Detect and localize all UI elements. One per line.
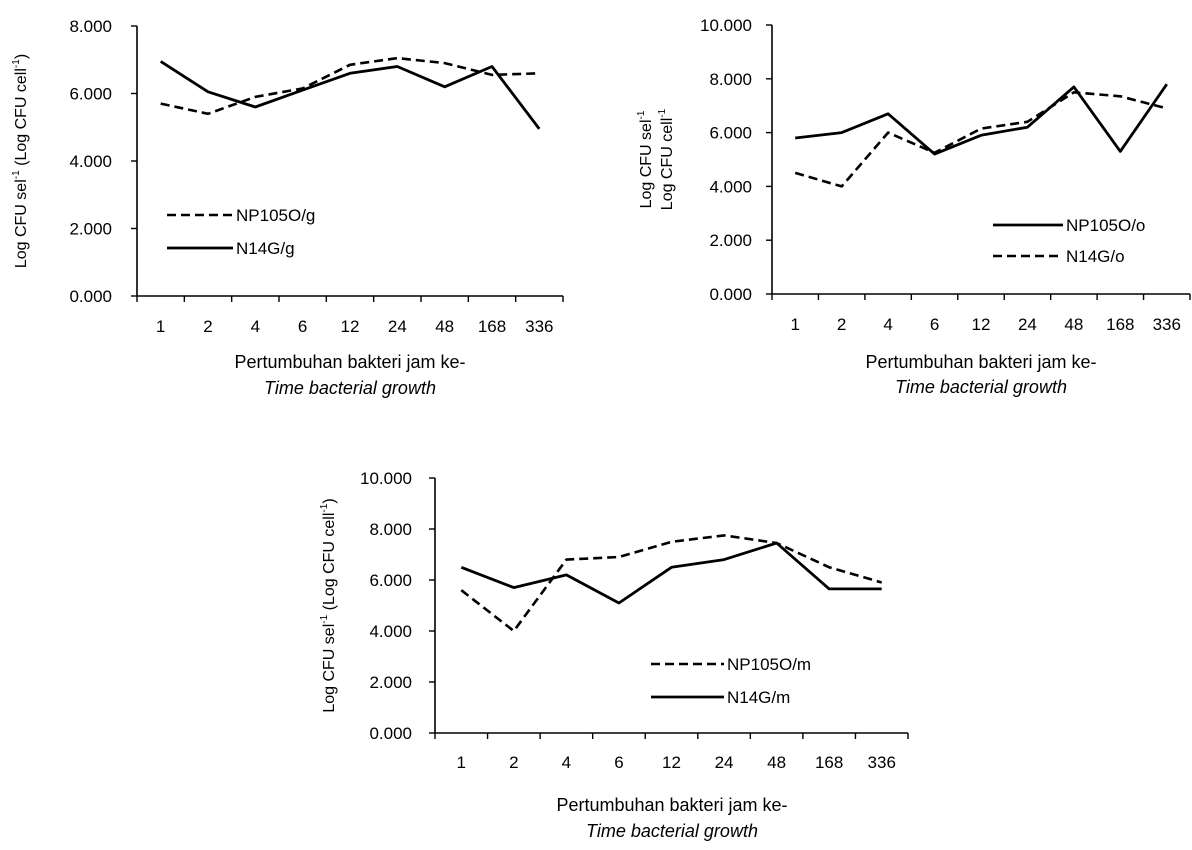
x-tick-label: 12 bbox=[341, 317, 360, 336]
y-tick-label: 8.000 bbox=[709, 70, 752, 89]
x-tick-label: 168 bbox=[815, 753, 843, 772]
legend-label: N14G/m bbox=[727, 688, 790, 707]
series-line-np105o-m bbox=[460, 534, 883, 633]
y-axis-title-part: Log CFU cell bbox=[659, 118, 676, 210]
legend-label: N14G/o bbox=[1066, 247, 1125, 266]
x-tick-label: 2 bbox=[509, 753, 518, 772]
x-tick-label: 1 bbox=[156, 317, 165, 336]
x-axis-subtitle: Time bacterial growth bbox=[586, 821, 758, 841]
x-tick-label: 336 bbox=[525, 317, 553, 336]
x-tick-label: 48 bbox=[435, 317, 454, 336]
y-axis-title-part: (Log CFU cell bbox=[321, 513, 338, 615]
x-tick-label: 168 bbox=[1106, 315, 1134, 334]
y-axis-title-part: (Log CFU cell bbox=[13, 68, 30, 170]
x-tick-label: 1 bbox=[790, 315, 799, 334]
y-axis-title-sup: -1 bbox=[11, 59, 22, 68]
y-tick-label: 4.000 bbox=[709, 177, 752, 196]
x-tick-label: 12 bbox=[972, 315, 991, 334]
y-tick-label: 6.000 bbox=[369, 571, 412, 590]
y-axis-title-sup: -1 bbox=[319, 614, 330, 623]
y-axis-title-sup: -1 bbox=[636, 110, 647, 119]
y-axis-title-part: Log CFU sel bbox=[321, 624, 338, 713]
y-tick-label: 4.000 bbox=[369, 622, 412, 641]
x-axis-subtitle: Time bacterial growth bbox=[895, 377, 1067, 397]
x-axis-subtitle: Time bacterial growth bbox=[264, 378, 436, 398]
legend-label: NP105O/m bbox=[727, 655, 811, 674]
legend-label: NP105O/o bbox=[1066, 216, 1145, 235]
x-axis-title: Pertumbuhan bakteri jam ke- bbox=[234, 352, 465, 372]
y-tick-label: 10.000 bbox=[700, 16, 752, 35]
x-tick-label: 4 bbox=[883, 315, 892, 334]
x-tick-label: 336 bbox=[1153, 315, 1181, 334]
y-axis-title-sup: -1 bbox=[11, 170, 22, 179]
series-line-n14g-m bbox=[460, 541, 882, 605]
x-tick-label: 168 bbox=[478, 317, 506, 336]
x-tick-label: 48 bbox=[767, 753, 786, 772]
x-tick-label: 6 bbox=[614, 753, 623, 772]
y-axis-title-line-2: Log CFU cell-1 bbox=[657, 108, 676, 210]
y-axis-title-sup: -1 bbox=[657, 108, 668, 117]
x-tick-label: 1 bbox=[457, 753, 466, 772]
legend-label: NP105O/g bbox=[236, 206, 315, 225]
series-line-n14g-g bbox=[159, 60, 541, 130]
x-tick-label: 2 bbox=[203, 317, 212, 336]
y-tick-label: 6.000 bbox=[709, 124, 752, 143]
y-axis-title-line-1: Log CFU sel-1 bbox=[636, 110, 655, 208]
x-tick-label: 336 bbox=[868, 753, 896, 772]
y-tick-label: 2.000 bbox=[709, 231, 752, 250]
y-tick-label: 8.000 bbox=[69, 17, 112, 36]
y-tick-label: 10.000 bbox=[360, 469, 412, 488]
y-tick-label: 2.000 bbox=[69, 220, 112, 239]
y-axis-title-part: ) bbox=[13, 54, 30, 59]
series-line-n14g-o bbox=[794, 91, 1168, 188]
legend-label: N14G/g bbox=[236, 239, 295, 258]
x-tick-label: 24 bbox=[1018, 315, 1037, 334]
y-tick-label: 4.000 bbox=[69, 152, 112, 171]
x-tick-label: 2 bbox=[837, 315, 846, 334]
y-tick-label: 6.000 bbox=[69, 85, 112, 104]
y-axis-title-part: ) bbox=[321, 498, 338, 503]
series-line-np105o-g bbox=[160, 56, 540, 116]
x-axis-title: Pertumbuhan bakteri jam ke- bbox=[865, 352, 1096, 372]
y-axis-title: Log CFU sel-1 (Log CFU cell-1) bbox=[319, 498, 338, 712]
x-tick-label: 4 bbox=[251, 317, 260, 336]
x-tick-label: 48 bbox=[1064, 315, 1083, 334]
y-tick-label: 2.000 bbox=[369, 673, 412, 692]
x-tick-label: 4 bbox=[562, 753, 571, 772]
y-tick-label: 0.000 bbox=[369, 724, 412, 743]
series-line-np105o-o bbox=[795, 83, 1168, 156]
y-tick-label: 0.000 bbox=[69, 287, 112, 306]
x-tick-label: 6 bbox=[930, 315, 939, 334]
y-tick-label: 8.000 bbox=[369, 520, 412, 539]
x-axis-title: Pertumbuhan bakteri jam ke- bbox=[556, 795, 787, 815]
x-tick-label: 6 bbox=[298, 317, 307, 336]
y-axis-title-part: Log CFU sel bbox=[13, 179, 30, 268]
y-axis-title-part: Log CFU sel bbox=[638, 119, 655, 208]
y-axis-title: Log CFU sel-1 (Log CFU cell-1) bbox=[11, 54, 30, 268]
y-axis-title-sup: -1 bbox=[319, 503, 330, 512]
x-tick-label: 12 bbox=[662, 753, 681, 772]
x-tick-label: 24 bbox=[388, 317, 407, 336]
x-tick-label: 24 bbox=[715, 753, 734, 772]
y-tick-label: 0.000 bbox=[709, 285, 752, 304]
